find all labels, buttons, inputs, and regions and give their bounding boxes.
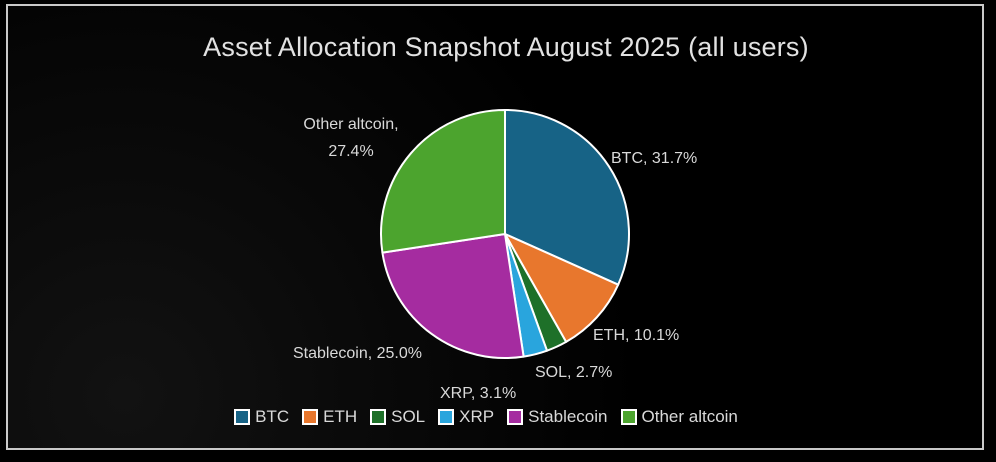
legend-item-eth: ETH [302,407,357,427]
legend-swatch-sol [370,409,387,425]
legend-label-xrp: XRP [459,407,495,426]
legend-item-xrp: XRP [438,407,494,427]
legend-swatch-eth [302,409,319,425]
legend-label-other-altcoin: Other altcoin [641,407,738,426]
legend-swatch-stablecoin [507,409,524,425]
legend-item-btc: BTC [234,407,289,427]
slice-label-sol: SOL, 2.7% [535,364,613,381]
slice-label-xrp: XRP, 3.1% [440,385,517,402]
pie-slice-other-altcoin [380,109,506,254]
legend-item-other-altcoin: Other altcoin [620,407,738,427]
legend-label-sol: SOL [391,407,426,426]
slice-label-stablecoin: Stablecoin, 25.0% [293,345,422,362]
chart-title: Asset Allocation Snapshot August 2025 (a… [203,32,809,62]
legend-label-stablecoin: Stablecoin [528,407,608,426]
legend-item-sol: SOL [370,407,425,427]
slice-label-btc: BTC, 31.7% [611,150,698,167]
pie-chart [380,109,630,359]
legend-label-eth: ETH [323,407,358,426]
legend-swatch-xrp [438,409,455,425]
slice-label-eth: ETH, 10.1% [593,327,680,344]
slice-label-other-altcoin-line2: 27.4% [328,143,374,160]
pie-slice-eth [504,233,620,343]
slice-label-other-altcoin: Other altcoin, 27.4% [266,111,436,165]
pie-slice-stablecoin [381,233,525,359]
legend-item-stablecoin: Stablecoin [507,407,608,427]
legend-swatch-btc [234,409,251,425]
chart-legend: BTC ETH SOL XRP Stablecoin Other altcoin [0,407,984,427]
slice-label-other-altcoin-line1: Other altcoin, [303,116,399,133]
pie-slice-btc [504,109,630,286]
legend-swatch-other-altcoin [620,409,637,425]
legend-label-btc: BTC [255,407,290,426]
slide-frame: Asset Allocation Snapshot August 2025 (a… [6,4,984,450]
